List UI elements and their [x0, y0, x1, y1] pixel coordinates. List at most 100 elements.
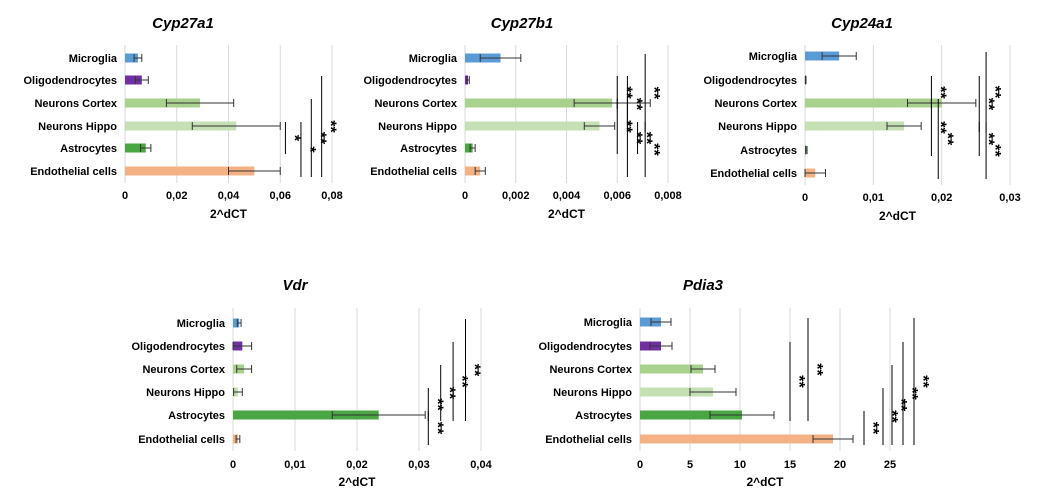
cyp27a1-significance-label: **: [322, 120, 339, 133]
cyp24a1-category-label: Neurons Cortex: [714, 98, 797, 110]
vdr-significance-label: **: [466, 364, 483, 377]
cyp27a1-bar: [125, 98, 201, 108]
cyp27a1-category-label: Oligodendrocytes: [23, 75, 117, 87]
pdia3-bar: [640, 364, 703, 374]
cyp27b1-significance-label: **: [617, 86, 634, 99]
vdr-x-axis-label: 2^dCT: [338, 475, 376, 489]
cyp27a1-significance-label: *: [285, 135, 302, 142]
pdia3-category-label: Neurons Hippo: [553, 387, 632, 399]
vdr-tick-label: 0,01: [284, 459, 305, 471]
cyp27b1-bar: [465, 166, 481, 176]
pdia3-tick-label: 25: [884, 459, 896, 471]
vdr-category-label: Astrocytes: [168, 410, 225, 422]
cyp27b1-category-label: Neurons Cortex: [374, 98, 457, 110]
cyp27b1-tick-label: 0,008: [654, 190, 682, 202]
pdia3-category-label: Neurons Cortex: [549, 364, 632, 376]
cyp27b1-bar: [465, 98, 613, 108]
pdia3-tick-label: 15: [784, 459, 796, 471]
cyp27b1-category-label: Endothelial cells: [370, 166, 457, 178]
cyp24a1-tick-label: 0,01: [863, 192, 884, 204]
vdr-chart-title: Vdr: [282, 277, 308, 294]
cyp27a1-category-label: Astrocytes: [60, 143, 117, 155]
cyp27a1-x-axis-label: 2^dCT: [210, 207, 248, 221]
vdr-tick-label: 0,03: [408, 459, 429, 471]
cyp27b1-tick-label: 0,006: [603, 190, 631, 202]
cyp27a1-tick-label: 0,08: [321, 190, 342, 202]
cyp27b1-significance-label: **: [638, 132, 655, 145]
cyp24a1-significance-label: **: [938, 133, 955, 146]
vdr-significance-label: **: [453, 375, 470, 388]
cyp27a1-category-label: Microglia: [69, 53, 118, 65]
cyp27a1-bar: [125, 53, 138, 63]
pdia3-tick-label: 5: [687, 459, 693, 471]
cyp27a1-bar: [125, 166, 255, 176]
cyp27b1-tick-label: 0: [462, 190, 468, 202]
cyp27a1-significance-label: **: [311, 132, 328, 145]
cyp27b1-significance-label: **: [645, 143, 662, 156]
pdia3-significance-label: **: [864, 422, 881, 435]
vdr-tick-label: 0,02: [346, 459, 367, 471]
pdia3-tick-label: 20: [834, 459, 846, 471]
cyp24a1-tick-label: 0,03: [999, 192, 1020, 204]
pdia3-x-axis-label: 2^dCT: [746, 475, 784, 489]
pdia3-significance-label: **: [903, 387, 920, 400]
cyp27a1-bar: [125, 75, 142, 85]
pdia3-category-label: Microglia: [584, 317, 633, 329]
cyp27b1-chart-title: Cyp27b1: [491, 15, 554, 32]
cyp27b1-tick-label: 0,004: [553, 190, 581, 202]
cyp24a1-bar: [805, 121, 905, 131]
cyp27b1-bar: [465, 143, 473, 153]
cyp24a1-bar: [805, 98, 942, 108]
cyp27a1-bar: [125, 121, 237, 131]
pdia3-significance-label: **: [892, 399, 909, 412]
pdia3-tick-label: 10: [734, 459, 746, 471]
vdr-significance-label: **: [428, 398, 445, 411]
pdia3-significance-label: **: [790, 375, 807, 388]
cyp27b1-significance-label: **: [645, 87, 662, 100]
cyp27b1-significance-label: **: [617, 120, 634, 133]
cyp27a1-category-label: Neurons Cortex: [34, 98, 117, 110]
cyp27a1-bar: [125, 143, 146, 153]
pdia3-chart-title: Pdia3: [683, 277, 724, 294]
cyp24a1-significance-label: **: [931, 86, 948, 99]
cyp27a1-category-label: Neurons Hippo: [38, 121, 117, 133]
vdr-category-label: Oligodendrocytes: [131, 341, 225, 353]
pdia3-tick-label: 0: [637, 459, 643, 471]
vdr-category-label: Microglia: [177, 318, 226, 330]
cyp24a1-chart-title: Cyp24a1: [831, 15, 893, 32]
cyp27a1-category-label: Endothelial cells: [30, 166, 117, 178]
cyp24a1-category-label: Neurons Hippo: [718, 121, 797, 133]
vdr-bar: [233, 434, 238, 444]
cyp24a1-tick-label: 0: [802, 192, 808, 204]
vdr-tick-label: 0: [230, 459, 236, 471]
vdr-significance-label: **: [428, 422, 445, 435]
cyp24a1-tick-label: 0,02: [931, 192, 952, 204]
pdia3-category-label: Endothelial cells: [545, 434, 632, 446]
cyp27b1-category-label: Microglia: [409, 53, 458, 65]
pdia3-bar: [640, 434, 833, 444]
cyp24a1-significance-label: **: [986, 86, 1003, 99]
cyp24a1-category-label: Oligodendrocytes: [703, 75, 797, 87]
cyp27a1-tick-label: 0,02: [166, 190, 187, 202]
pdia3-bar: [640, 387, 713, 397]
cyp24a1-category-label: Astrocytes: [740, 145, 797, 157]
cyp24a1-significance-label: **: [979, 133, 996, 146]
vdr-bar: [233, 318, 240, 328]
cyp27a1-tick-label: 0,04: [218, 190, 240, 202]
cyp27a1-significance-label: *: [301, 146, 318, 153]
cyp27b1-category-label: Oligodendrocytes: [363, 75, 457, 87]
cyp24a1-significance-label: **: [986, 144, 1003, 157]
vdr-category-label: Endothelial cells: [138, 434, 225, 446]
cyp27b1-significance-label: **: [627, 132, 644, 145]
cyp27b1-bar: [465, 121, 600, 131]
vdr-category-label: Neurons Cortex: [142, 364, 225, 376]
cyp27b1-tick-label: 0,002: [502, 190, 530, 202]
cyp24a1-category-label: Microglia: [749, 51, 798, 63]
vdr-category-label: Neurons Hippo: [146, 387, 225, 399]
cyp27b1-category-label: Neurons Hippo: [378, 121, 457, 133]
cyp24a1-x-axis-label: 2^dCT: [879, 209, 917, 223]
vdr-tick-label: 0,04: [470, 459, 492, 471]
cyp24a1-significance-label: **: [931, 121, 948, 134]
